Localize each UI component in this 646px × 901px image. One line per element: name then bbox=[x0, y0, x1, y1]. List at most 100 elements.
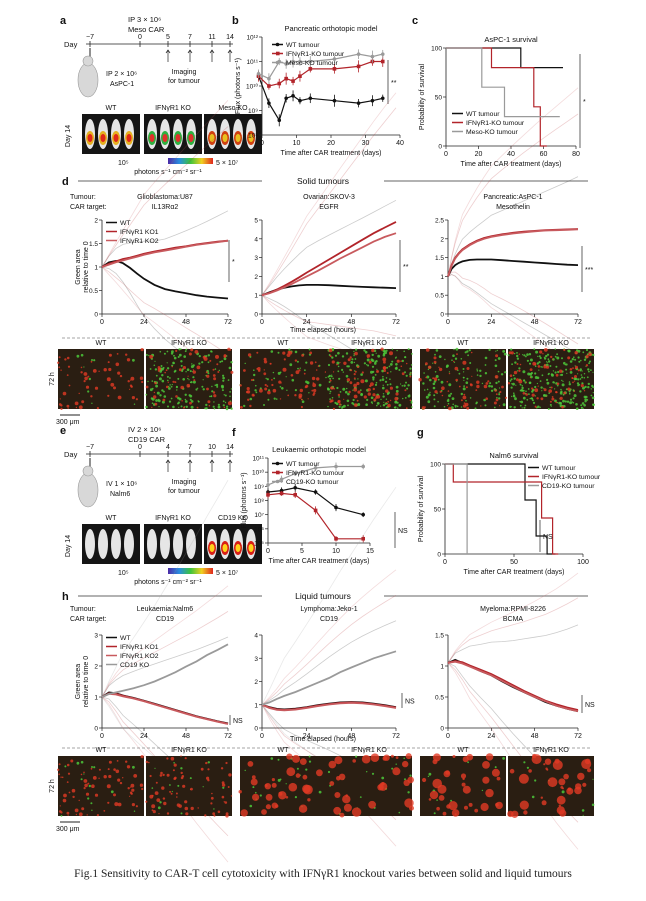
green-cell bbox=[494, 359, 497, 362]
green-cell bbox=[541, 366, 543, 368]
red-cell bbox=[240, 809, 248, 817]
red-cell bbox=[251, 775, 256, 780]
green-cell bbox=[540, 366, 542, 368]
legend-label: WT bbox=[120, 635, 131, 642]
green-cell bbox=[515, 384, 517, 386]
green-cell bbox=[189, 381, 192, 384]
red-cell bbox=[518, 773, 529, 784]
red-cell bbox=[227, 347, 231, 351]
red-cell bbox=[389, 399, 392, 402]
red-cell bbox=[261, 809, 267, 815]
green-cell bbox=[222, 404, 225, 407]
green-cell bbox=[582, 351, 585, 354]
imaging-arrow bbox=[227, 459, 233, 472]
micrograph bbox=[238, 753, 326, 817]
micrograph-label: IFNγR1 KO bbox=[171, 340, 207, 347]
red-cell bbox=[385, 402, 388, 404]
y-tick-label: 100 bbox=[431, 46, 442, 53]
red-cell bbox=[87, 782, 90, 785]
green-cell bbox=[355, 348, 358, 351]
red-cell bbox=[90, 767, 93, 770]
green-cell bbox=[175, 386, 178, 389]
red-cell bbox=[485, 753, 494, 761]
red-cell bbox=[208, 404, 211, 407]
red-cell bbox=[350, 369, 353, 372]
green-cell bbox=[510, 386, 513, 389]
green-cell bbox=[270, 350, 274, 353]
red-cell bbox=[569, 368, 573, 371]
green-cell bbox=[308, 755, 311, 758]
red-cell bbox=[316, 377, 320, 381]
green-cell bbox=[155, 399, 159, 402]
green-cell bbox=[427, 368, 430, 371]
panel-letter-f: f bbox=[232, 427, 236, 439]
red-cell bbox=[563, 391, 567, 395]
green-cell bbox=[588, 370, 590, 373]
green-cell bbox=[359, 796, 362, 798]
red-cell bbox=[59, 398, 61, 400]
green-cell bbox=[456, 405, 459, 408]
red-cell bbox=[572, 381, 574, 384]
green-cell bbox=[536, 362, 539, 365]
red-cell bbox=[72, 795, 75, 799]
green-cell bbox=[380, 405, 382, 407]
green-cell bbox=[170, 352, 174, 355]
red-cell bbox=[135, 805, 138, 808]
green-cell bbox=[433, 405, 436, 408]
green-cell bbox=[228, 366, 232, 370]
red-cell bbox=[67, 365, 71, 368]
green-cell bbox=[176, 389, 178, 391]
legend-label: IFNγR1 KO2 bbox=[120, 653, 159, 660]
green-cell bbox=[539, 380, 542, 382]
green-cell bbox=[389, 363, 393, 366]
red-cell bbox=[438, 366, 440, 368]
red-cell bbox=[313, 388, 317, 393]
red-cell bbox=[482, 761, 490, 769]
green-cell bbox=[145, 393, 148, 396]
red-cell bbox=[84, 376, 88, 381]
green-cell bbox=[171, 383, 173, 386]
green-cell bbox=[580, 359, 582, 362]
for-tumour-text: for tumour bbox=[168, 488, 201, 495]
red-cell bbox=[409, 375, 412, 378]
green-cell bbox=[353, 361, 356, 364]
green-cell bbox=[390, 371, 392, 373]
red-cell bbox=[173, 763, 177, 767]
x-tick-label: 0 bbox=[100, 319, 104, 326]
green-cell bbox=[434, 353, 436, 356]
green-cell bbox=[275, 398, 278, 400]
green-cell bbox=[572, 401, 575, 404]
red-cell bbox=[309, 351, 313, 355]
red-cell bbox=[582, 782, 587, 787]
green-cell bbox=[403, 757, 406, 760]
x-tick-label: 60 bbox=[540, 151, 548, 158]
scale-min: 10⁵ bbox=[118, 570, 129, 577]
green-cell bbox=[338, 377, 341, 380]
green-cell bbox=[591, 803, 595, 807]
green-cell bbox=[132, 765, 135, 769]
green-cell bbox=[495, 381, 498, 385]
red-cell bbox=[68, 384, 71, 387]
green-cell bbox=[192, 376, 195, 379]
green-cell bbox=[514, 396, 516, 398]
green-cell bbox=[583, 404, 586, 407]
red-cell bbox=[460, 773, 467, 779]
red-cell bbox=[80, 773, 83, 776]
green-cell bbox=[571, 401, 573, 403]
green-cell bbox=[294, 796, 297, 799]
green-cell bbox=[331, 397, 334, 399]
red-cell bbox=[163, 801, 167, 806]
green-cell bbox=[534, 372, 537, 375]
replicate-line bbox=[101, 266, 229, 356]
micrograph bbox=[507, 753, 595, 818]
series-line-ifn-r1-ko-tumour bbox=[267, 492, 364, 540]
green-cell bbox=[502, 403, 506, 407]
x-tick-label: 72 bbox=[574, 733, 582, 740]
green-cell bbox=[156, 391, 160, 395]
red-cell bbox=[66, 404, 70, 408]
red-cell bbox=[329, 781, 335, 786]
green-cell bbox=[569, 392, 571, 394]
red-cell bbox=[190, 348, 194, 352]
x-tick-label: 24 bbox=[303, 733, 311, 740]
